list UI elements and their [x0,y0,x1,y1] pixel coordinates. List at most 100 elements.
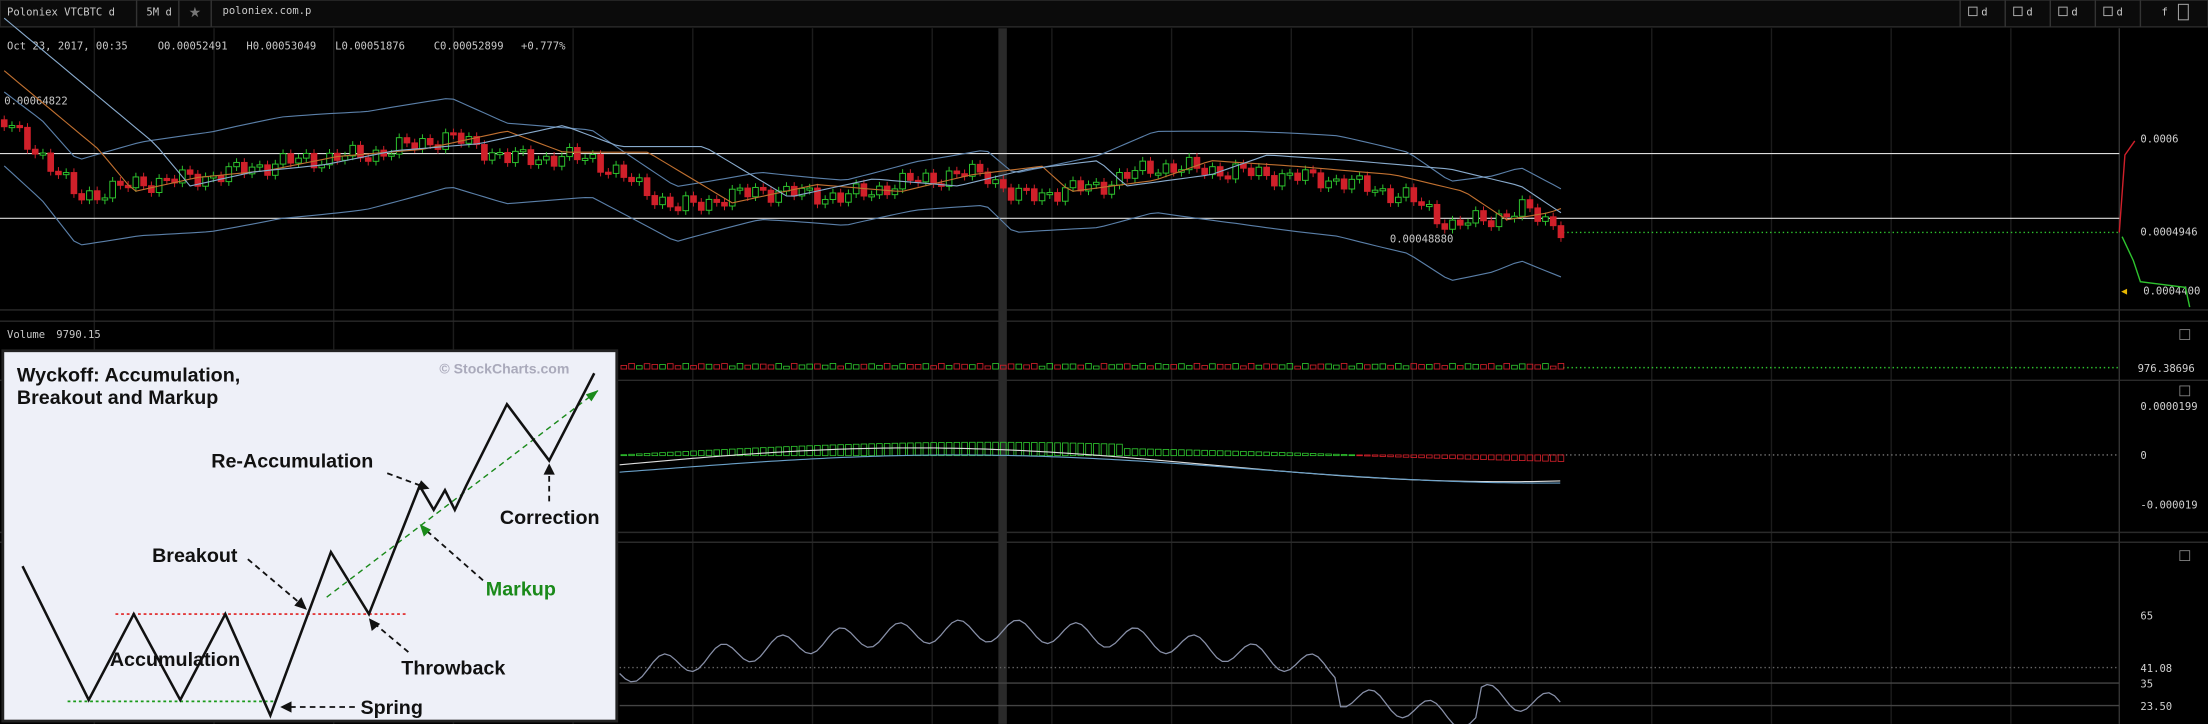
symbol[interactable]: Poloniex VTCBTC d [7,7,115,19]
macd-bar [1395,454,1402,458]
candle-body [16,125,24,129]
interval[interactable]: 5M d [146,7,171,19]
candle-body [976,163,984,173]
star-icon[interactable]: ★ [189,5,202,21]
volume-bar [783,365,790,370]
volume-bar [1131,364,1139,370]
macd-bar [667,451,674,457]
macd-bar [1356,454,1363,457]
candle-body [287,153,295,164]
macd-bar [1216,450,1224,457]
macd-bar [1232,450,1239,457]
bollinger-lower [3,165,1562,281]
candle-body [1085,184,1092,192]
candle-body [1557,225,1565,239]
volume-bar [814,363,821,370]
volume-bar [1108,364,1115,370]
macd-bar [752,447,759,457]
volume-bar [659,364,666,370]
candle-body [1000,179,1007,189]
volume-bar [1162,364,1170,370]
macd-bar [659,452,666,457]
macd-bar [1457,454,1464,460]
callout-arrows [247,469,551,708]
candle-body [705,198,713,211]
macd-bar [1387,454,1394,458]
candle-body [1325,180,1332,189]
macd-bar [1278,452,1286,457]
candle-body [256,164,264,168]
volume-bar [1093,365,1100,370]
candle-body [109,180,116,199]
volume-bar [1216,363,1224,370]
candle-body [589,153,597,159]
macd-bar [1526,454,1534,462]
candle-body [186,169,194,175]
macd-bar [1410,454,1418,458]
icon-box [2058,6,2068,17]
arrow-head [585,390,599,402]
rsi-axis-label: 41.08 [2140,663,2172,675]
macd-bar [1247,451,1255,457]
macd-bar [1503,454,1510,461]
volume-bar [620,365,628,370]
candle-body [868,194,875,198]
macd-bar [1480,454,1487,460]
macd-bar [1317,453,1325,457]
candle-body [728,188,736,207]
candle-body [1294,172,1301,181]
volume-bar [1395,362,1402,370]
volume-bar [1286,363,1294,370]
macd-bar [1263,451,1270,457]
icon[interactable]: d [2071,7,2077,19]
candle-body [1232,163,1239,180]
volume-bar [698,363,705,370]
candle-body [86,190,93,201]
macd-bar [1271,451,1278,457]
volume-axis-label: 976.38696 [2138,363,2195,375]
candle-body [1154,172,1162,176]
candle-body [1139,160,1147,172]
macd-axis-label: -0.000019 [2140,499,2197,511]
close-button [2179,329,2191,340]
candle-body [1077,180,1085,192]
candle-body [721,201,728,207]
candle-body [798,187,806,197]
volume-bar [938,362,945,370]
icon[interactable]: f [2162,7,2168,19]
candle-body [891,188,899,196]
volume-bar [1410,363,1418,370]
candle-body [635,177,643,183]
inset-title: Wyckoff: Accumulation, [17,365,240,387]
candle-body [1247,167,1255,177]
plots [0,17,1565,724]
icon-box [2013,6,2023,17]
macd-bar [1154,448,1162,457]
macd-bar [1433,454,1441,459]
icon[interactable]: d [1981,7,1987,19]
volume-bar [1100,363,1108,370]
macd-bar [1170,449,1177,457]
volume-bar [945,365,953,370]
volume-bar [682,362,690,370]
icon[interactable]: d [2116,7,2122,19]
candle-body [713,198,721,203]
site[interactable]: poloniex.com.p [222,5,311,17]
icon[interactable]: d [2026,7,2032,19]
macd-bar [1162,448,1170,457]
macd-bar [690,450,697,457]
candle-body [759,186,767,191]
candle-body [1503,213,1511,218]
volume-bar [1046,363,1054,370]
candle-body [1023,187,1030,191]
volume-bar [1488,363,1495,370]
candle-body [1456,219,1464,226]
open: O0.00052491 [158,40,228,52]
macd-bar [1139,448,1146,457]
macd-bar [845,444,852,457]
macd-bar [1518,454,1526,461]
macd-bar [767,446,775,457]
volume-bar [992,363,999,370]
macd-bar [698,450,705,457]
volume-bar [953,363,961,370]
